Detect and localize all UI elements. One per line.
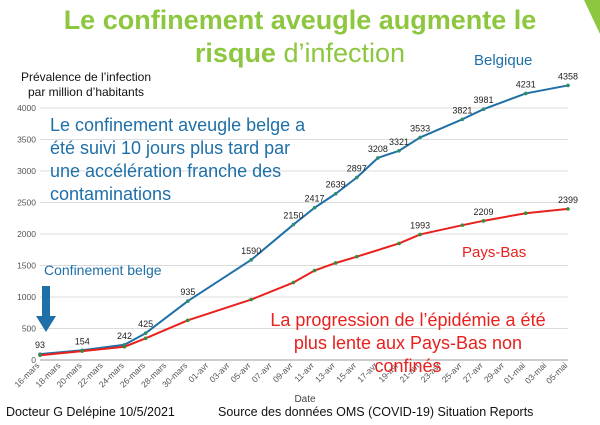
annotation-red: La progression de l’épidémie a été plus …: [270, 310, 546, 376]
y-axis-label-line2: par million d’habitants: [27, 85, 145, 99]
data-point: [460, 117, 465, 122]
series-lines: [38, 83, 570, 358]
y-tick-labels: 0 500 1000 1500 2000 2500 3000 3500 4000: [17, 103, 36, 365]
x-tick-label: 03-avr: [207, 360, 231, 384]
y-tick-label: 4000: [17, 103, 36, 113]
data-point: [291, 222, 296, 227]
data-point: [143, 336, 148, 341]
data-point: [80, 349, 85, 353]
arrow-head: [36, 316, 56, 332]
data-point: [38, 353, 42, 358]
data-point: [481, 107, 486, 111]
data-point: [249, 258, 253, 262]
data-label: 2209: [474, 207, 494, 217]
data-point: [333, 191, 338, 196]
data-point: [312, 205, 317, 210]
data-point: [312, 268, 317, 273]
data-label: 2399: [558, 195, 578, 205]
data-point: [249, 297, 253, 302]
data-label: 2417: [305, 194, 325, 204]
data-label: 2897: [347, 163, 367, 173]
data-point: [333, 261, 338, 265]
data-point: [566, 207, 570, 211]
x-axis-title: Date: [294, 394, 316, 405]
x-tick-label: 01-avr: [186, 360, 210, 384]
y-tick-label: 500: [22, 324, 36, 334]
annotation-blue: Le confinement aveugle belge a été suivi…: [50, 115, 306, 204]
y-tick-label: 1000: [17, 292, 36, 302]
data-point: [122, 344, 127, 349]
confinement-label: Confinement belge: [44, 262, 162, 278]
data-point: [418, 135, 422, 140]
confinement-arrow: [36, 286, 56, 332]
data-point: [460, 223, 465, 227]
data-point: [376, 156, 380, 160]
data-point: [186, 299, 190, 303]
y-axis-label: Prévalence de l’infection par million d’…: [6, 70, 166, 100]
data-label: 4231: [516, 79, 536, 89]
data-label: 3821: [452, 105, 472, 115]
data-label: 154: [75, 336, 90, 346]
data-label: 2639: [326, 180, 346, 190]
data-point: [481, 219, 486, 223]
y-tick-label: 3000: [17, 166, 36, 176]
y-tick-label: 3500: [17, 135, 36, 145]
data-label: 93: [35, 340, 45, 350]
data-point: [523, 91, 528, 96]
data-point: [355, 254, 359, 259]
footer-source: Source des données OMS (COVID-19) Situat…: [218, 405, 534, 419]
data-point: [397, 241, 401, 246]
data-label: 1993: [410, 220, 430, 230]
data-label: 1590: [241, 246, 261, 256]
grid-lines: [40, 107, 568, 329]
data-point: [397, 148, 401, 153]
x-tick-label: 05-avr: [229, 360, 253, 384]
slide-title: Le confinement aveugle augmente le risqu…: [10, 4, 590, 70]
y-tick-label: 0: [31, 355, 36, 365]
title-bold-word: risque: [194, 38, 276, 68]
data-point: [355, 175, 359, 180]
data-label: 3533: [410, 123, 430, 133]
data-label: 242: [117, 331, 132, 341]
title-normal-word: d’infection: [283, 38, 406, 68]
data-label: 3321: [389, 137, 409, 147]
data-label: 3981: [474, 95, 494, 105]
corner-decoration: [584, 0, 600, 34]
y-axis-label-line1: Prévalence de l’infection: [20, 70, 152, 84]
data-label: 4358: [558, 71, 578, 81]
y-tick-label: 2000: [17, 229, 36, 239]
arrow-shaft: [42, 286, 50, 316]
data-label: 3208: [368, 144, 388, 154]
data-point: [523, 211, 528, 216]
footer-author: Docteur G Delépine 10/5/2021: [6, 405, 175, 419]
title-line-1: Le confinement aveugle augmente le: [63, 5, 537, 35]
data-point: [143, 331, 148, 336]
data-label: 425: [138, 319, 153, 329]
data-point: [291, 280, 296, 285]
y-tick-label: 2500: [17, 198, 36, 208]
data-point: [566, 83, 570, 88]
data-point: [186, 318, 190, 323]
data-label: 2150: [283, 211, 303, 221]
data-label: 935: [180, 287, 195, 297]
data-point: [418, 232, 422, 237]
data-labels: 93 154 242 425 935 1590 2150241726392897320833…: [35, 71, 578, 350]
series-line-paysbas: [39, 207, 569, 357]
series-label-paysbas: Pays-Bas: [462, 244, 527, 261]
y-tick-label: 1500: [17, 261, 36, 271]
series-label-belgique: Belgique: [474, 52, 533, 69]
